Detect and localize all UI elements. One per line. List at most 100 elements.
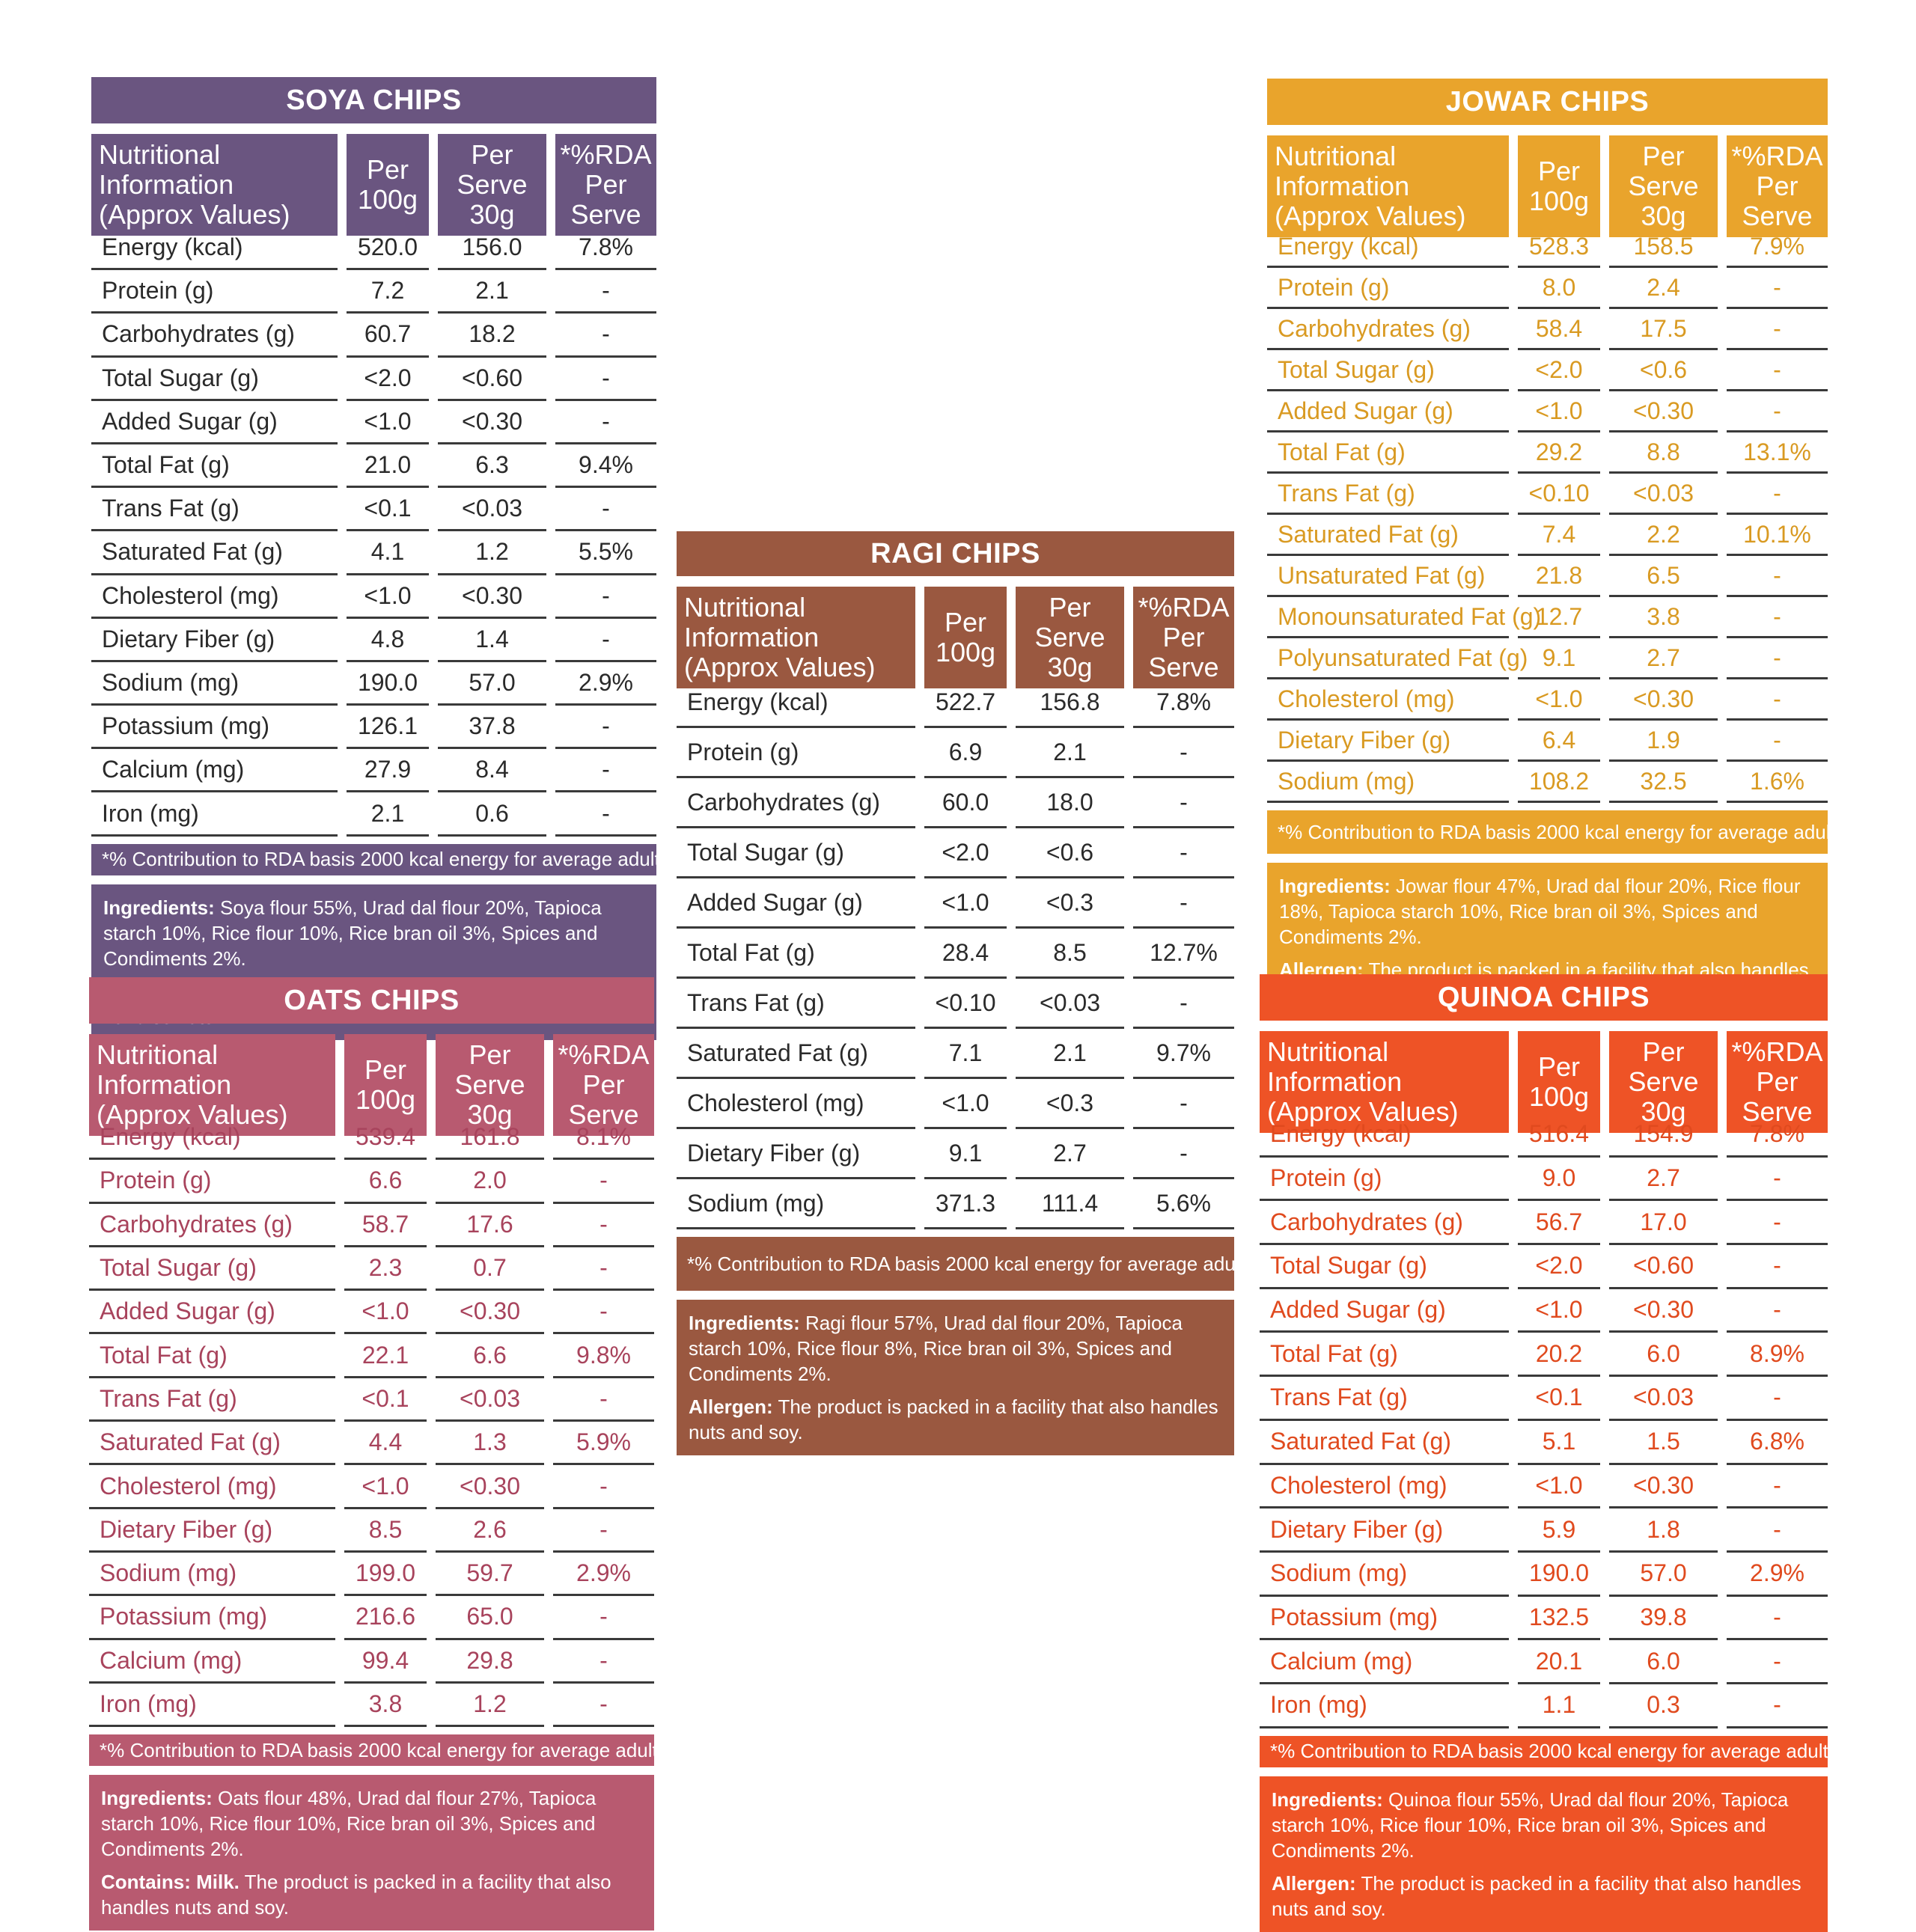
nutrient-name: Total Fat (g) [677, 929, 915, 979]
per-100g-value: <2.0 [347, 358, 429, 401]
per-100g-value: 132.5 [1518, 1597, 1600, 1641]
per-100g-value: 20.2 [1518, 1333, 1600, 1378]
nutrient-name: Saturated Fat (g) [89, 1422, 335, 1466]
rda-value: - [553, 1378, 654, 1422]
allergen-text: Contains: Milk. The product is packed in… [101, 1871, 611, 1919]
per-serve-value: <0.03 [1609, 1377, 1718, 1421]
per-serve-value: 17.0 [1609, 1201, 1718, 1246]
per-100g-value: 7.1 [924, 1029, 1007, 1079]
rda-value: - [1727, 309, 1828, 350]
rda-value: 8.1% [553, 1116, 654, 1161]
rda-value: - [1727, 1201, 1828, 1246]
allergen-label: Allergen: [1272, 1871, 1356, 1895]
per-serve-value: 1.5 [1609, 1421, 1718, 1465]
per-serve-value: 2.1 [1016, 728, 1124, 778]
nutrient-name: Polyunsaturated Fat (g) [1267, 638, 1528, 679]
rda-value: 9.8% [553, 1334, 654, 1378]
per-serve-value: <0.3 [1016, 878, 1124, 929]
per-100g-value: 9.1 [1518, 638, 1600, 679]
table-row: Calcium (mg) 99.4 29.8- [89, 1640, 654, 1684]
nutrient-name: Trans Fat (g) [91, 488, 338, 532]
per-100g-value: 20.1 [1518, 1640, 1600, 1684]
header-nutritional-information-line1: Nutritional Information [99, 139, 234, 200]
table-body: Energy (kcal) 528.3 158.5 7.9% Protein (g) 8.… [1267, 227, 1828, 803]
table-row: Iron (mg) 1.1 0.3- [1260, 1684, 1828, 1728]
table-row: Cholesterol (mg) <1.0 <0.30- [91, 575, 656, 619]
header-per-100g: Per 100g [344, 1034, 427, 1136]
per-serve-value: 1.8 [1609, 1508, 1718, 1553]
nutrient-name: Total Sugar (g) [91, 358, 338, 401]
table-header: Nutritional Information (Approx Values) Pe… [89, 1034, 654, 1136]
header-per-100g: Per 100g [924, 587, 1007, 688]
header-per-serve-line2: 30g [467, 1099, 513, 1130]
per-serve-value: 2.2 [1609, 515, 1718, 556]
rda-value: - [1727, 391, 1828, 432]
header-rda-per-serve: *%RDA Per Serve [1727, 135, 1828, 237]
per-100g-value: 4.4 [344, 1422, 427, 1466]
rda-value: - [553, 1291, 654, 1335]
header-rda-per-serve-line2: Per Serve [1742, 1066, 1813, 1127]
per-serve-value: <0.30 [1609, 1289, 1718, 1333]
nutrient-name: Carbohydrates (g) [89, 1204, 335, 1247]
header-per-100g: Per 100g [1518, 135, 1600, 237]
table-row: Added Sugar (g) <1.0 <0.30- [89, 1291, 654, 1335]
rda-value: - [1727, 1289, 1828, 1333]
header-rda-per-serve-line1: *%RDA [558, 1039, 650, 1070]
per-100g-value: 60.7 [347, 314, 429, 358]
ingredients-label: Ingredients: [101, 1787, 213, 1810]
per-100g-value: 9.1 [924, 1129, 1007, 1179]
table-row: Added Sugar (g) <1.0 <0.3- [677, 878, 1234, 929]
per-100g-value: <2.0 [1518, 1245, 1600, 1289]
rda-value: - [1133, 1079, 1234, 1129]
allergen-text: Allergen: The product is packed in a fac… [689, 1395, 1218, 1443]
per-100g-value: 126.1 [347, 706, 429, 750]
table-row: Cholesterol (mg) <1.0 <0.30- [89, 1465, 654, 1509]
header-per-serve-line2: 30g [1047, 652, 1093, 682]
rda-value: - [555, 488, 656, 532]
table-row: Potassium (mg) 132.5 39.8- [1260, 1597, 1828, 1641]
per-100g-value: 6.4 [1518, 721, 1600, 762]
per-100g-value: 5.9 [1518, 1508, 1600, 1553]
table-row: Monounsaturated Fat (g) 12.7 3.8- [1267, 597, 1828, 638]
table-row: Dietary Fiber (g) 5.9 1.8- [1260, 1508, 1828, 1553]
rda-value: - [553, 1160, 654, 1204]
nutrient-name: Total Sugar (g) [677, 828, 915, 878]
header-nutritional-information-line2: (Approx Values) [99, 199, 290, 230]
table-row: Dietary Fiber (g) 8.5 2.6- [89, 1509, 654, 1553]
per-100g-value: 190.0 [1518, 1553, 1600, 1597]
rda-value: - [1727, 597, 1828, 638]
ingredients-text: Ingredients: Jowar flour 47%, Urad dal f… [1279, 875, 1801, 948]
table-row: Carbohydrates (g) 60.0 18.0- [677, 778, 1234, 828]
per-100g-value: 528.3 [1518, 227, 1600, 268]
per-serve-value: <0.6 [1609, 350, 1718, 391]
header-nutritional-information-line1: Nutritional Information [97, 1039, 232, 1100]
per-100g-value: 28.4 [924, 929, 1007, 979]
per-100g-value: 7.4 [1518, 515, 1600, 556]
rda-value: - [1727, 350, 1828, 391]
per-serve-value: 2.1 [438, 270, 546, 314]
table-row: Trans Fat (g) <0.1 <0.03- [1260, 1377, 1828, 1421]
table-row: Trans Fat (g) <0.1 <0.03- [91, 488, 656, 532]
table-row: Total Fat (g) 22.1 6.6 9.8% [89, 1334, 654, 1378]
table-row: Carbohydrates (g) 58.4 17.5- [1267, 309, 1828, 350]
per-100g-value: 8.5 [344, 1509, 427, 1553]
rda-value: - [1727, 1245, 1828, 1289]
nutrient-name: Trans Fat (g) [677, 979, 915, 1029]
nutrient-name: Protein (g) [91, 270, 338, 314]
nutrient-name: Dietary Fiber (g) [91, 619, 338, 662]
per-100g-value: 2.1 [347, 792, 429, 837]
rda-value: - [1727, 721, 1828, 762]
header-per-100g-line1: Per [1537, 156, 1581, 186]
table-row: Energy (kcal) 520.0 156.0 7.8% [91, 227, 656, 271]
per-serve-value: 6.3 [438, 444, 546, 489]
header-per-serve-line1: Per Serve [454, 1039, 525, 1100]
table-row: Sodium (mg) 190.0 57.0 2.9% [1260, 1553, 1828, 1597]
per-100g-value: 199.0 [344, 1553, 427, 1597]
rda-footnote: *% Contribution to RDA basis 2000 kcal e… [89, 1734, 654, 1767]
table-row: Protein (g) 7.2 2.1- [91, 270, 656, 314]
ingredients-text: Ingredients: Oats flour 48%, Urad dal fl… [101, 1787, 597, 1861]
rda-value: - [553, 1640, 654, 1684]
nutrient-name: Protein (g) [677, 728, 915, 778]
nutrient-name: Carbohydrates (g) [91, 314, 338, 358]
nutrient-name: Protein (g) [89, 1160, 335, 1204]
